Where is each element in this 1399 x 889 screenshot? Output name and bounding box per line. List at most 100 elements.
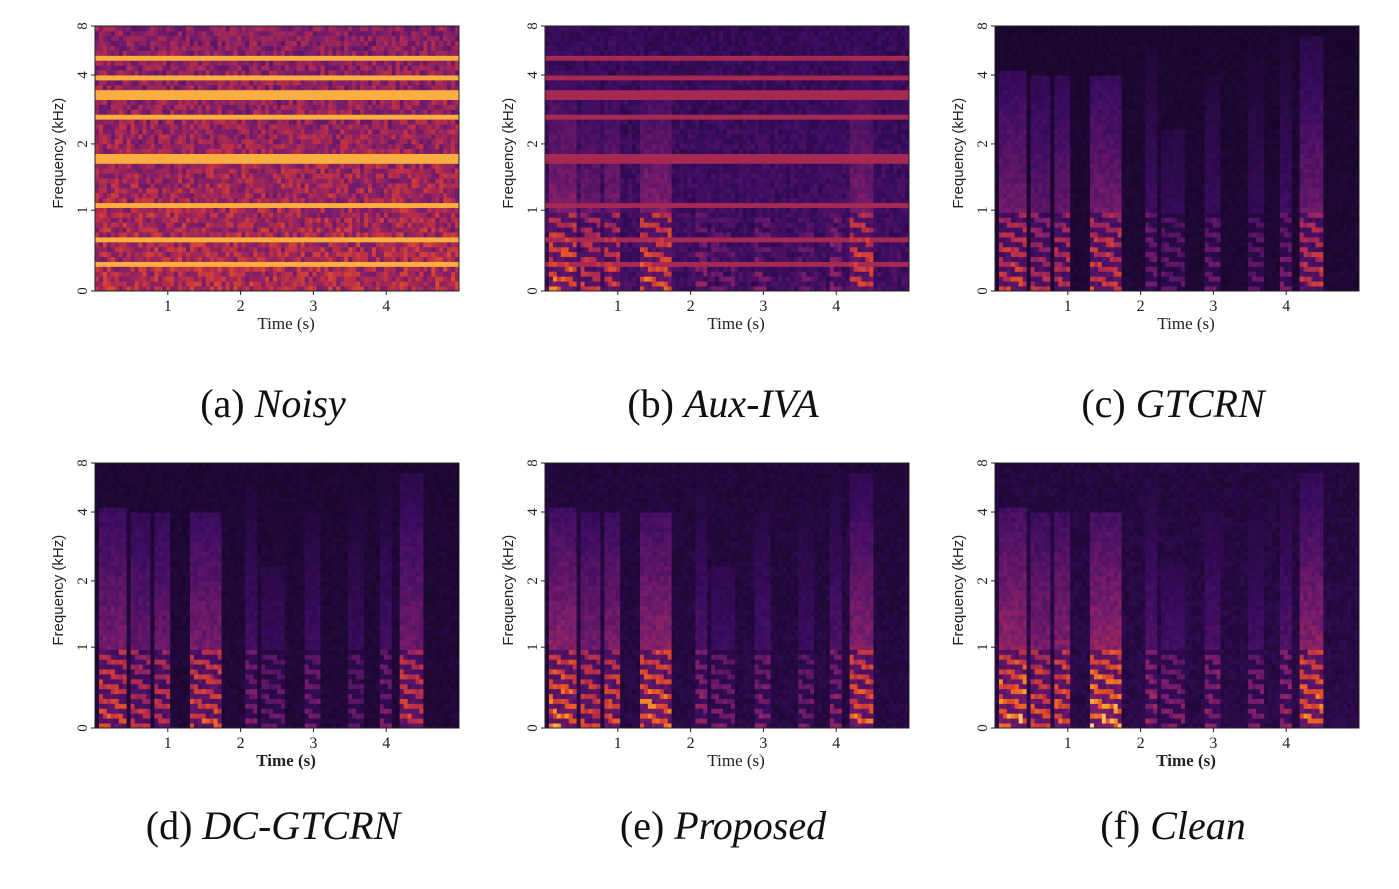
heatmap-cell <box>114 94 120 101</box>
heatmap-cell <box>340 30 345 37</box>
heatmap-cell <box>146 187 151 194</box>
heatmap-cell <box>284 50 290 56</box>
heatmap-cell <box>340 99 345 105</box>
heatmap-cell <box>98 192 104 199</box>
heatmap-cell <box>197 197 203 204</box>
heatmap-cell <box>328 246 333 253</box>
heatmap-cell <box>280 178 286 184</box>
heatmap-cell <box>356 89 361 96</box>
heatmap-cell <box>439 119 444 125</box>
heatmap-cell <box>205 163 211 169</box>
heatmap-cell <box>154 40 159 47</box>
heatmap-cell <box>186 99 191 105</box>
heatmap-cell <box>328 251 333 258</box>
heatmap-cell <box>431 163 436 169</box>
heatmap-cell <box>98 158 104 164</box>
heatmap-cell <box>292 133 298 140</box>
heatmap-cell <box>189 30 195 37</box>
heatmap-cell <box>205 183 211 189</box>
heatmap-cell <box>249 246 254 253</box>
heatmap-cell <box>352 237 357 243</box>
heatmap-cell <box>360 26 365 32</box>
heatmap-cell <box>178 65 183 71</box>
heatmap-cell <box>166 197 171 204</box>
heatmap-cell <box>257 173 262 179</box>
heatmap-cell <box>360 55 365 61</box>
heatmap-cell <box>209 70 215 76</box>
heatmap-cell <box>435 266 440 272</box>
heatmap-cell <box>316 158 321 164</box>
heatmap-cell <box>110 256 116 262</box>
heatmap-cell <box>292 286 298 291</box>
heatmap-cell <box>435 163 440 169</box>
heatmap-cell <box>455 207 459 213</box>
heatmap-cell <box>455 70 459 76</box>
heatmap-cell <box>118 50 124 56</box>
heatmap-cell <box>364 281 369 287</box>
heatmap-cell <box>178 60 183 66</box>
heatmap-cell <box>368 183 373 189</box>
heatmap-cell <box>114 153 120 159</box>
heatmap-cell <box>415 138 420 145</box>
heatmap-cell <box>300 50 306 56</box>
heatmap-cell <box>415 168 420 174</box>
heatmap-cell <box>348 173 353 179</box>
heatmap-cell <box>277 266 282 272</box>
heatmap-cell <box>364 286 369 291</box>
heatmap-cell <box>324 75 329 81</box>
heatmap-cell <box>383 99 389 105</box>
heatmap-cell <box>205 241 211 248</box>
heatmap-cell <box>304 84 310 91</box>
heatmap-cell <box>102 55 108 61</box>
heatmap-cell <box>391 183 397 189</box>
heatmap-cell <box>435 104 440 110</box>
heatmap-cell <box>320 183 325 189</box>
heatmap-cell <box>126 65 132 71</box>
heatmap-cell <box>273 251 278 258</box>
heatmap-cell <box>237 207 242 213</box>
heatmap-cell <box>241 207 246 213</box>
heatmap-cell <box>118 187 124 194</box>
heatmap-cell <box>387 271 393 277</box>
heatmap-cell <box>197 178 203 184</box>
heatmap-cell <box>336 94 341 101</box>
heatmap-cell <box>280 35 286 42</box>
heatmap-cell <box>379 114 385 120</box>
heatmap-cell <box>265 89 270 96</box>
heatmap-cell <box>379 207 385 213</box>
heatmap-cell <box>308 237 314 243</box>
heatmap-cell <box>368 271 373 277</box>
heatmap-cell <box>455 119 459 125</box>
heatmap-cell <box>348 241 353 248</box>
heatmap-cell <box>387 256 393 262</box>
heatmap-cell <box>178 75 183 81</box>
heatmap-cell <box>375 104 381 110</box>
heatmap-cell <box>174 227 179 233</box>
heatmap-cell <box>296 246 302 253</box>
heatmap-cell <box>189 187 195 194</box>
heatmap-cell <box>110 237 116 243</box>
heatmap-cell <box>253 197 258 204</box>
heatmap-cell <box>292 281 298 287</box>
heatmap-cell <box>118 129 124 135</box>
heatmap-cell <box>193 65 199 71</box>
heatmap-cell <box>205 202 211 208</box>
heatmap-cell <box>320 94 325 101</box>
heatmap-cell <box>407 30 412 37</box>
heatmap-cell <box>102 114 108 120</box>
heatmap-cell <box>411 241 416 248</box>
heatmap-cell <box>296 30 302 37</box>
heatmap-cell <box>158 227 163 233</box>
heatmap-cell <box>217 148 223 154</box>
heatmap-cell <box>332 158 337 164</box>
heatmap-cell <box>284 202 290 208</box>
heatmap-cell <box>98 261 104 267</box>
heatmap-cell <box>154 133 159 140</box>
heatmap-cell <box>431 35 436 42</box>
heatmap-cell <box>162 60 167 66</box>
heatmap-cell <box>142 60 147 66</box>
heatmap-cell <box>118 256 124 262</box>
heatmap-cell <box>245 163 250 169</box>
heatmap-cell <box>146 197 151 204</box>
heatmap-cell <box>166 104 171 110</box>
